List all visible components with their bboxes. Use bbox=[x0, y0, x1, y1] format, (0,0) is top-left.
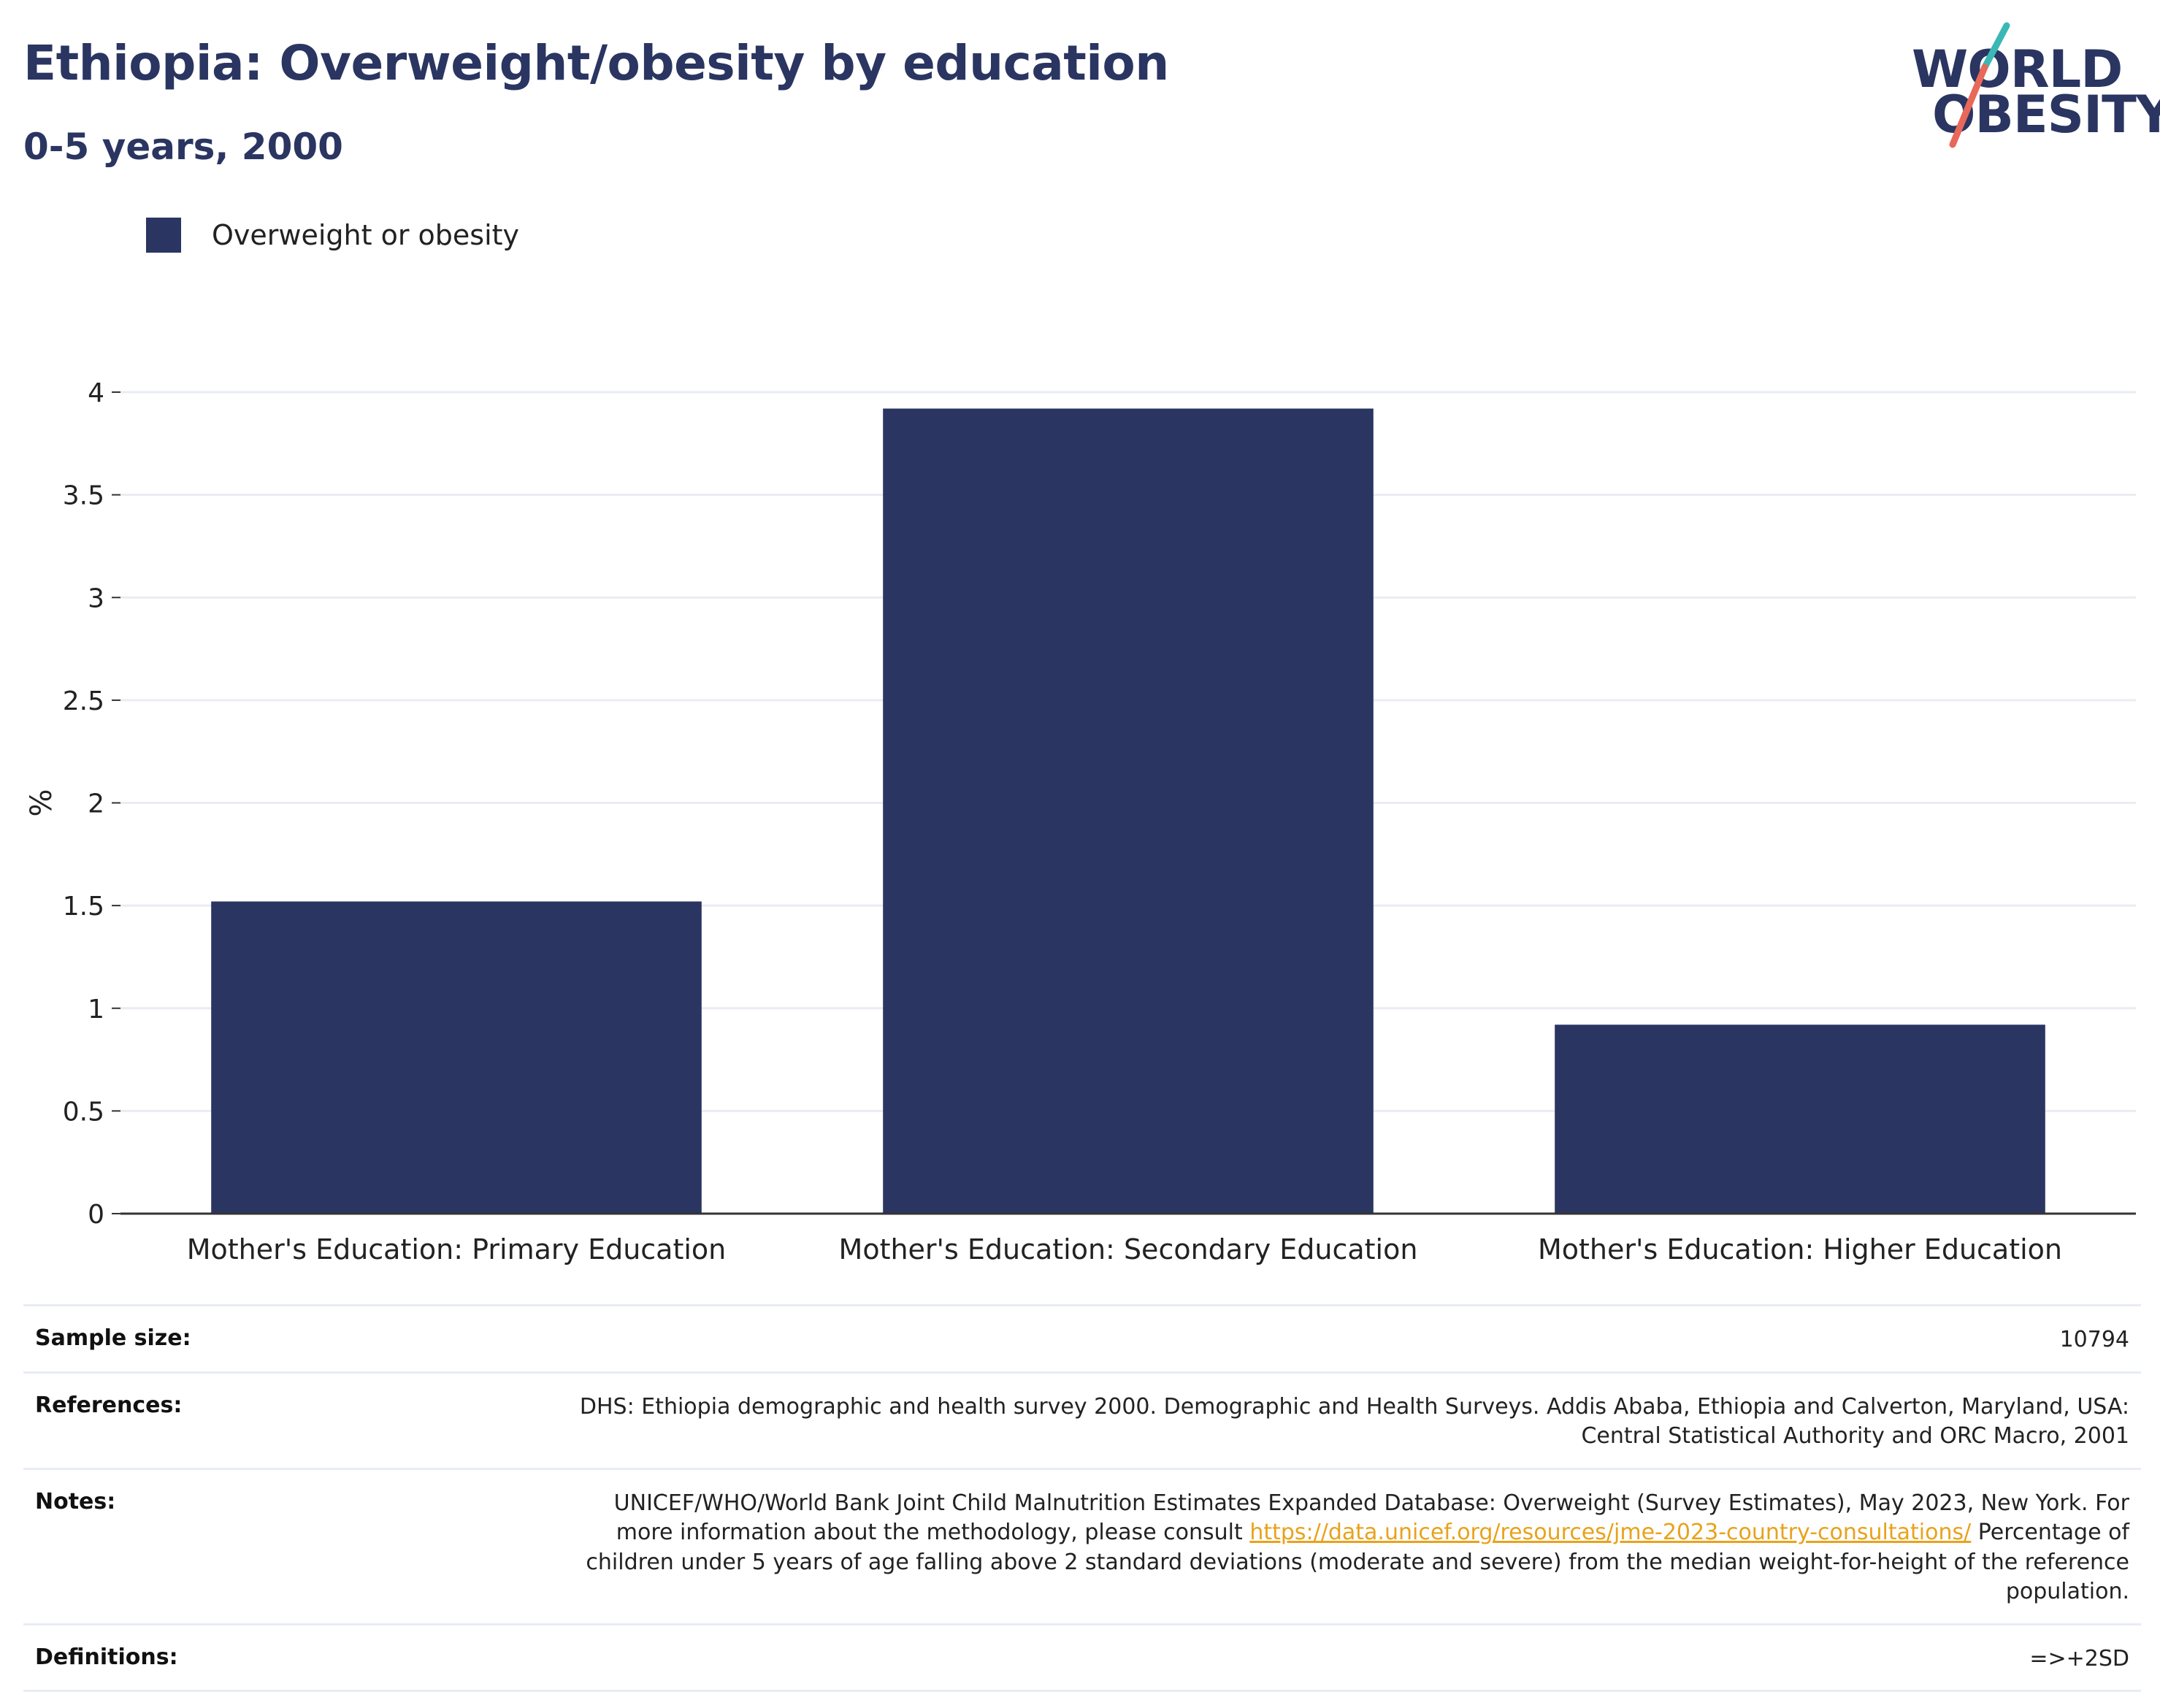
definitions-value: =>+2SD bbox=[2029, 1645, 2129, 1671]
info-table: Sample size: 10794 References: DHS: Ethi… bbox=[23, 1304, 2141, 1692]
info-row-sample-size: Sample size: 10794 bbox=[23, 1304, 2141, 1371]
notes-suffix: Percentage of children under 5 years of … bbox=[586, 1520, 2129, 1604]
notes-value: UNICEF/WHO/World Bank Joint Child Malnut… bbox=[567, 1489, 2129, 1607]
info-row-notes: Notes: UNICEF/WHO/World Bank Joint Child… bbox=[23, 1467, 2141, 1623]
chart-legend[interactable]: Overweight or obesity bbox=[146, 218, 519, 253]
x-tick-label: Mother's Education: Secondary Education bbox=[839, 1233, 1418, 1265]
legend-swatch bbox=[146, 218, 181, 253]
y-tick-label: 2 bbox=[88, 789, 104, 819]
page-title: Ethiopia: Overweight/obesity by educatio… bbox=[23, 35, 1169, 91]
bar[interactable] bbox=[883, 408, 1374, 1214]
y-tick-label: 0 bbox=[88, 1200, 104, 1230]
info-row-references: References: DHS: Ethiopia demographic an… bbox=[23, 1371, 2141, 1468]
y-axis-label: % bbox=[25, 789, 58, 816]
x-tick-label: Mother's Education: Higher Education bbox=[1538, 1233, 2062, 1265]
definitions-label: Definitions: bbox=[35, 1644, 178, 1670]
y-tick-label: 3 bbox=[88, 583, 104, 613]
bar[interactable] bbox=[211, 901, 702, 1214]
notes-prefix: UNICEF/WHO/World Bank Joint Child Malnut… bbox=[613, 1490, 2129, 1546]
info-row-definitions: Definitions: =>+2SD bbox=[23, 1623, 2141, 1692]
page-subtitle: 0-5 years, 2000 bbox=[23, 126, 343, 168]
sample-size-label: Sample size: bbox=[35, 1325, 191, 1351]
notes-label: Notes: bbox=[35, 1488, 116, 1514]
y-tick-label: 4 bbox=[88, 378, 104, 408]
y-tick-label: 0.5 bbox=[63, 1097, 104, 1127]
y-tick-label: 1 bbox=[88, 995, 104, 1025]
y-tick-label: 1.5 bbox=[63, 892, 104, 922]
x-tick-label: Mother's Education: Primary Education bbox=[187, 1233, 727, 1265]
bar-chart: 0 0.5 1 1.5 2 2.5 3 3.5 4% Mother's Education: Pr… bbox=[25, 378, 2136, 1265]
notes-link[interactable]: https://data.unicef.org/resources/jme-20… bbox=[1249, 1520, 1972, 1545]
sample-size-value: 10794 bbox=[2059, 1327, 2129, 1352]
legend-label: Overweight or obesity bbox=[212, 219, 520, 251]
y-tick-label: 2.5 bbox=[63, 686, 104, 716]
bar[interactable] bbox=[1555, 1025, 2045, 1214]
logo-slash-icon bbox=[1949, 22, 2010, 148]
world-obesity-logo: WORLD OBESITY bbox=[1899, 22, 2160, 153]
y-tick-label: 3.5 bbox=[63, 481, 104, 511]
logo-text-line1: WORLD bbox=[1912, 39, 2123, 99]
references-value: DHS: Ethiopia demographic and health sur… bbox=[579, 1393, 2129, 1449]
references-label: References: bbox=[35, 1392, 183, 1418]
